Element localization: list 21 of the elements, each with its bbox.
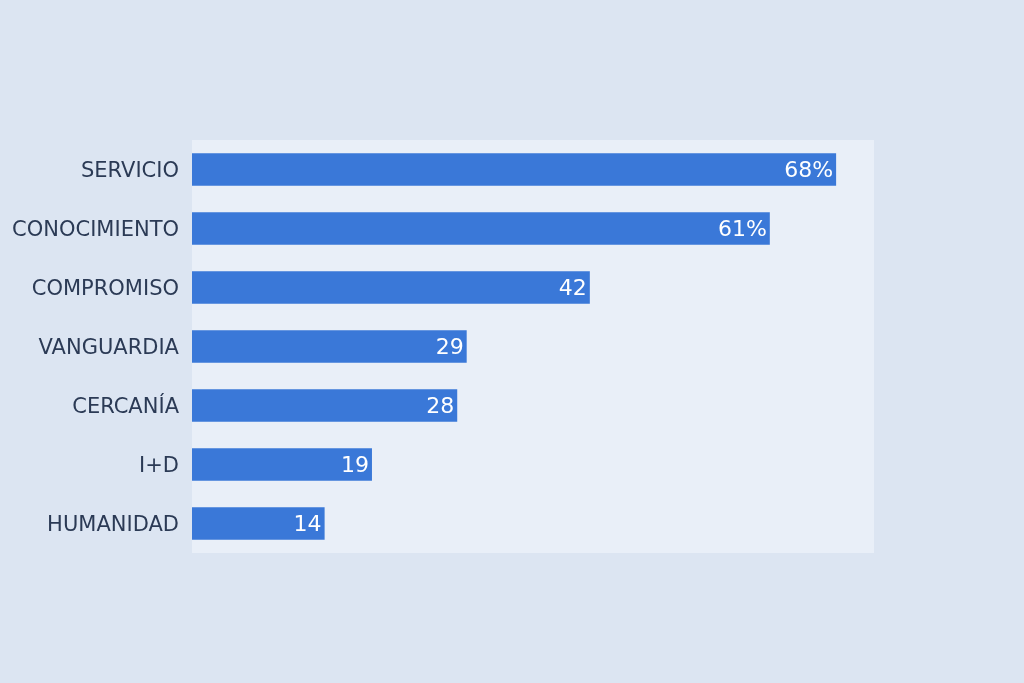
data-label: 42 — [558, 275, 587, 301]
y-tick-label: VANGUARDIA — [38, 334, 180, 359]
y-tick-label: CERCANÍA — [72, 392, 180, 418]
y-tick-label: I+D — [139, 452, 179, 477]
y-tick-label: COMPROMISO — [31, 275, 179, 300]
y-tick-label: SERVICIO — [81, 157, 179, 182]
data-label: 28 — [426, 393, 455, 419]
data-label: 19 — [340, 452, 369, 477]
bar — [192, 448, 372, 481]
data-label: 14 — [293, 511, 322, 537]
bar — [192, 212, 770, 245]
bar — [192, 507, 325, 540]
data-label: 68% — [784, 157, 834, 182]
bar — [192, 389, 458, 422]
y-tick-label: HUMANIDAD — [47, 511, 179, 536]
bar — [192, 330, 467, 363]
bar — [192, 271, 590, 304]
y-tick-label: CONOCIMIENTO — [12, 216, 179, 241]
data-label: 61% — [717, 216, 767, 242]
bar — [192, 153, 837, 186]
data-label: 29 — [435, 334, 464, 360]
